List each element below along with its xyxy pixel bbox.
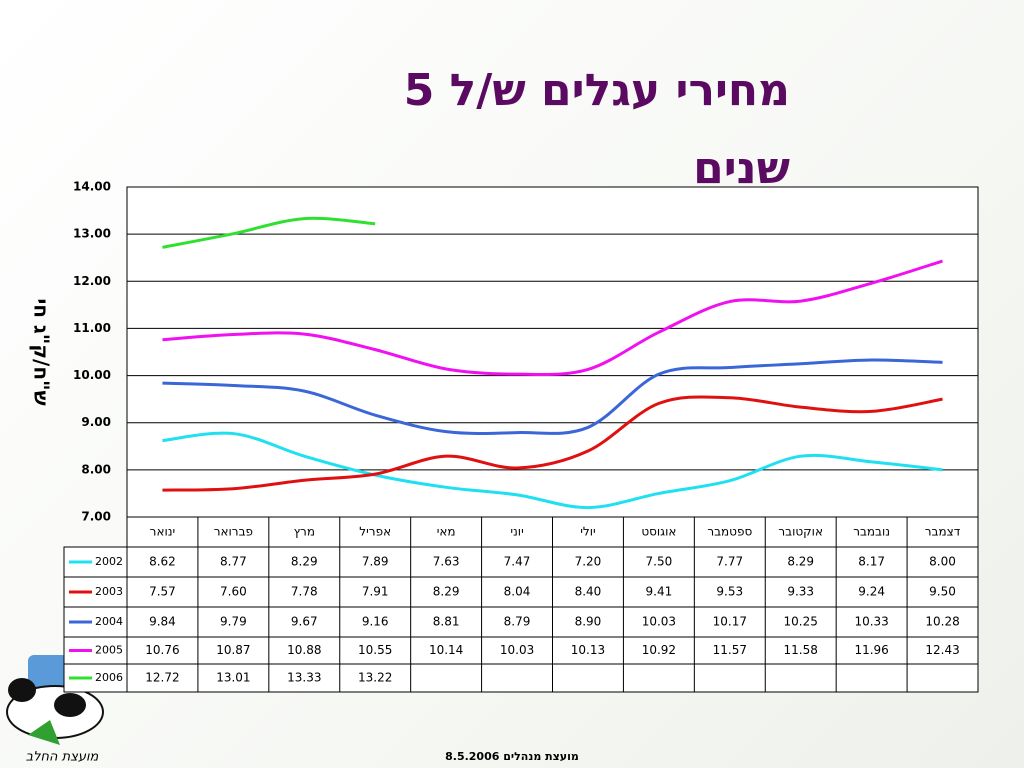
table-value: 8.29 xyxy=(433,585,460,599)
table-value: 8.29 xyxy=(787,555,814,569)
table-value: 10.87 xyxy=(216,643,250,657)
x-tick-label: פברואר xyxy=(214,525,253,539)
table-value: 10.92 xyxy=(642,643,676,657)
x-tick-label: יולי xyxy=(580,525,595,539)
table-value: 11.57 xyxy=(713,643,747,657)
table-value: 10.88 xyxy=(287,643,321,657)
table-value: 8.29 xyxy=(291,555,318,569)
table-value: 10.14 xyxy=(429,643,463,657)
legend-label: 2005 xyxy=(95,644,123,657)
table-value: 12.72 xyxy=(145,671,179,685)
chart-title: מחירי עגלים ש/ל 5 שנים xyxy=(403,65,790,194)
logo-text: מועצת החלב xyxy=(26,750,100,765)
y-tick-label: 8.00 xyxy=(81,462,111,476)
table-value: 7.60 xyxy=(220,585,247,599)
logo xyxy=(6,655,104,745)
legend-label: 2004 xyxy=(95,615,123,628)
x-tick-label: אוקטובר xyxy=(778,525,823,539)
table-value: 10.76 xyxy=(145,643,179,657)
table-value: 7.47 xyxy=(504,555,531,569)
table-value: 10.13 xyxy=(571,643,605,657)
x-tick-label: ספטמבר xyxy=(707,525,752,539)
table-value: 8.79 xyxy=(504,615,531,629)
table-value: 8.17 xyxy=(858,555,885,569)
logo-grass xyxy=(28,720,60,745)
table-value: 10.03 xyxy=(500,643,534,657)
x-tick-label: מרץ xyxy=(294,525,315,539)
table-value: 9.67 xyxy=(291,615,318,629)
table-value: 7.77 xyxy=(716,555,743,569)
legend-label: 2002 xyxy=(95,555,123,568)
table-value: 7.78 xyxy=(291,585,318,599)
table-value: 13.33 xyxy=(287,671,321,685)
table-value: 10.25 xyxy=(784,615,818,629)
table-value: 13.01 xyxy=(216,671,250,685)
table-value: 7.57 xyxy=(149,585,176,599)
table-value: 9.33 xyxy=(787,585,814,599)
table-value: 8.04 xyxy=(504,585,531,599)
legend-label: 2006 xyxy=(95,671,123,684)
series-line xyxy=(162,358,943,435)
table-value: 9.79 xyxy=(220,615,247,629)
table-value: 7.50 xyxy=(646,555,673,569)
table-value: 10.55 xyxy=(358,643,392,657)
table-value: 9.41 xyxy=(646,585,673,599)
table-value: 10.28 xyxy=(925,615,959,629)
x-tick-label: אוגוסט xyxy=(641,525,676,539)
y-tick-label: 12.00 xyxy=(73,274,111,288)
x-tick-label: ינואר xyxy=(150,525,176,539)
legend-column xyxy=(63,546,128,693)
x-tick-label: מאי xyxy=(437,525,456,539)
table-value: 7.20 xyxy=(575,555,602,569)
table-value: 8.90 xyxy=(575,615,602,629)
x-tick-label: דצמבר xyxy=(925,525,961,539)
series-line xyxy=(162,216,376,249)
table-value: 10.03 xyxy=(642,615,676,629)
y-tick-label: 11.00 xyxy=(73,321,111,335)
table-value: 13.22 xyxy=(358,671,392,685)
table-value: 12.43 xyxy=(925,643,959,657)
table-value: 7.63 xyxy=(433,555,460,569)
table-value: 9.16 xyxy=(362,615,389,629)
y-tick-label: 10.00 xyxy=(73,368,111,382)
y-axis-label: ש"ח/ק"ג חי xyxy=(30,298,54,405)
table-value: 11.96 xyxy=(854,643,888,657)
series-line xyxy=(162,431,943,510)
table-value: 7.91 xyxy=(362,585,389,599)
y-tick-label: 14.00 xyxy=(73,180,111,194)
y-tick-label: 7.00 xyxy=(81,510,111,524)
x-tick-label: יוני xyxy=(510,525,523,539)
logo-spot xyxy=(54,693,86,717)
table-value: 11.58 xyxy=(784,643,818,657)
y-tick-label: 13.00 xyxy=(73,227,111,241)
table-value: 8.81 xyxy=(433,615,460,629)
footer: מועצת מנהלים 8.5.2006 xyxy=(445,750,579,763)
table-value: 8.40 xyxy=(575,585,602,599)
logo-head xyxy=(8,678,36,702)
x-tick-label: אפריל xyxy=(359,525,391,539)
y-tick-label: 9.00 xyxy=(81,415,111,429)
series-line xyxy=(162,259,943,377)
table-value: 9.50 xyxy=(929,585,956,599)
table-value: 8.62 xyxy=(149,555,176,569)
legend-label: 2003 xyxy=(95,585,123,598)
table-value: 7.89 xyxy=(362,555,389,569)
table-value: 8.00 xyxy=(929,555,956,569)
x-tick-label: נובמבר xyxy=(853,525,890,539)
table-value: 8.77 xyxy=(220,555,247,569)
table-value: 9.84 xyxy=(149,615,176,629)
table-value: 9.24 xyxy=(858,585,885,599)
table-value: 9.53 xyxy=(716,585,743,599)
series-line xyxy=(162,395,943,492)
plot-area xyxy=(126,186,979,518)
table-value: 10.33 xyxy=(854,615,888,629)
table-value: 10.17 xyxy=(713,615,747,629)
